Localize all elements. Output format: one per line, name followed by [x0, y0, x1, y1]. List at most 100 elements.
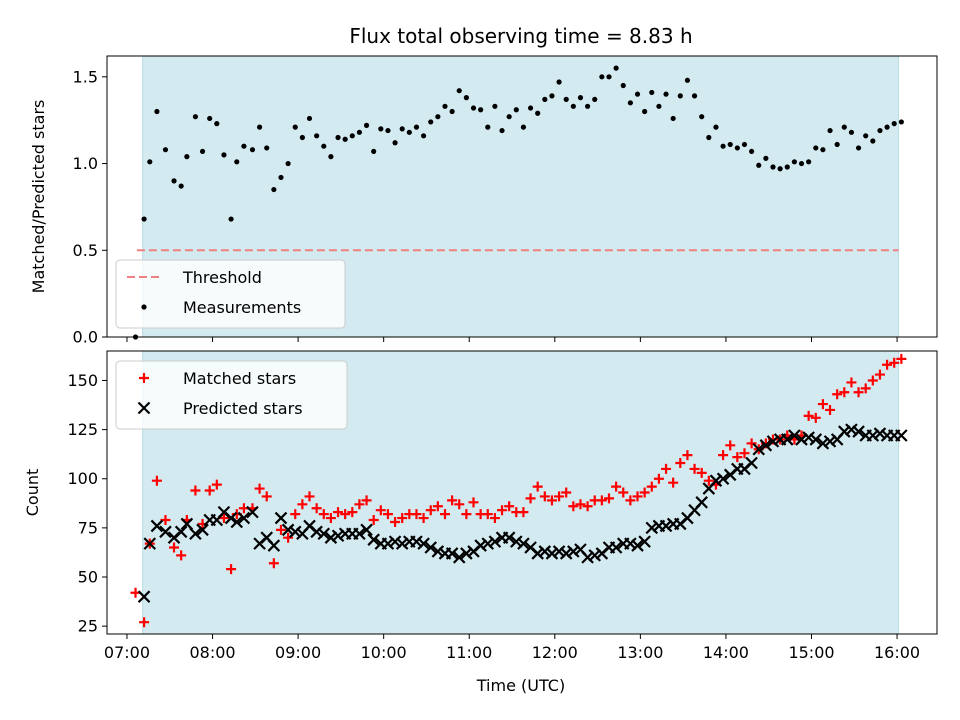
- data-point: [442, 103, 448, 109]
- data-point: [870, 138, 876, 144]
- data-point: [360, 523, 373, 537]
- data-point: [791, 159, 797, 165]
- data-point: [709, 474, 723, 487]
- data-point: [399, 126, 405, 132]
- data-point: [143, 537, 157, 550]
- data-point: [634, 91, 641, 97]
- data-point: [413, 124, 420, 130]
- data-point: [502, 531, 516, 544]
- data-point: [813, 145, 819, 151]
- data-point: [230, 515, 244, 529]
- data-point: [221, 152, 227, 158]
- data-point: [661, 463, 672, 474]
- data-point: [809, 433, 823, 446]
- data-point: [285, 160, 291, 167]
- data-point: [378, 126, 384, 132]
- data-point: [147, 159, 153, 165]
- data-point: [506, 114, 512, 120]
- data-point: [613, 65, 619, 71]
- data-point: [481, 537, 495, 550]
- data-point: [703, 475, 714, 486]
- data-point: [838, 425, 851, 438]
- data-point: [798, 160, 805, 167]
- y-tick-label: 125: [67, 420, 98, 439]
- data-point: [432, 501, 443, 512]
- legend-box: [115, 259, 346, 329]
- data-point: [725, 440, 736, 451]
- data-point: [596, 495, 607, 506]
- data-point: [642, 108, 648, 115]
- data-point: [424, 541, 438, 554]
- data-point: [556, 79, 562, 85]
- data-point: [428, 119, 434, 125]
- data-point: [474, 539, 487, 552]
- data-point: [720, 143, 726, 149]
- data-point: [518, 507, 529, 518]
- data-point: [228, 216, 234, 222]
- data-point: [331, 529, 345, 543]
- data-point: [806, 159, 812, 165]
- data-point: [846, 377, 857, 388]
- data-point: [283, 532, 294, 543]
- y-axis-title: Count: [23, 469, 42, 517]
- data-point: [328, 154, 334, 160]
- data-point: [874, 369, 885, 380]
- data-point: [718, 450, 729, 461]
- data-point: [290, 509, 301, 520]
- data-point: [841, 124, 847, 130]
- x-axis-title: Time (UTC): [476, 676, 565, 695]
- data-point: [395, 537, 409, 550]
- data-point: [770, 164, 776, 170]
- data-point: [624, 537, 637, 550]
- legend-marker: [137, 401, 151, 415]
- y-tick-label: 75: [78, 518, 98, 537]
- data-point: [795, 433, 808, 446]
- data-point: [766, 435, 780, 448]
- legend-label: Predicted stars: [183, 399, 303, 418]
- data-point: [653, 473, 664, 484]
- data-point: [816, 437, 830, 450]
- data-point: [867, 375, 878, 386]
- legend-box: [115, 360, 348, 430]
- data-point: [392, 140, 398, 146]
- data-point: [174, 525, 188, 539]
- data-point: [592, 96, 598, 102]
- data-point: [347, 507, 358, 518]
- plot-frame: [106, 350, 938, 635]
- data-point: [832, 389, 843, 400]
- data-point: [349, 133, 355, 139]
- data-point: [354, 499, 365, 510]
- data-point: [663, 91, 669, 97]
- data-point: [780, 433, 794, 446]
- data-point: [340, 509, 351, 520]
- data-point: [367, 533, 380, 546]
- data-point: [278, 174, 284, 181]
- data-point: [656, 103, 662, 109]
- data-point: [435, 114, 441, 120]
- data-point: [292, 124, 298, 130]
- series-predicted-stars: [137, 423, 908, 603]
- x-tick-label: 15:00: [788, 643, 834, 662]
- data-point: [361, 495, 372, 506]
- data-point: [160, 515, 171, 526]
- data-point: [162, 147, 169, 153]
- data-point: [261, 491, 272, 502]
- data-point: [863, 133, 869, 139]
- data-point: [306, 115, 313, 122]
- data-point: [895, 429, 908, 442]
- x-tick-label: 11:00: [446, 643, 492, 662]
- data-point: [884, 124, 890, 130]
- y-axis-title: Matched/Predicted stars: [29, 100, 48, 294]
- data-point: [542, 96, 548, 102]
- data-point: [684, 77, 691, 83]
- data-point: [310, 525, 323, 539]
- data-point: [525, 493, 536, 504]
- data-point: [171, 178, 177, 184]
- data-point: [274, 511, 288, 525]
- data-point: [281, 523, 295, 537]
- data-point: [388, 535, 402, 548]
- data-point: [410, 535, 423, 548]
- data-point: [456, 88, 462, 94]
- y-tick-label: 1.5: [73, 67, 98, 86]
- data-point: [207, 115, 213, 122]
